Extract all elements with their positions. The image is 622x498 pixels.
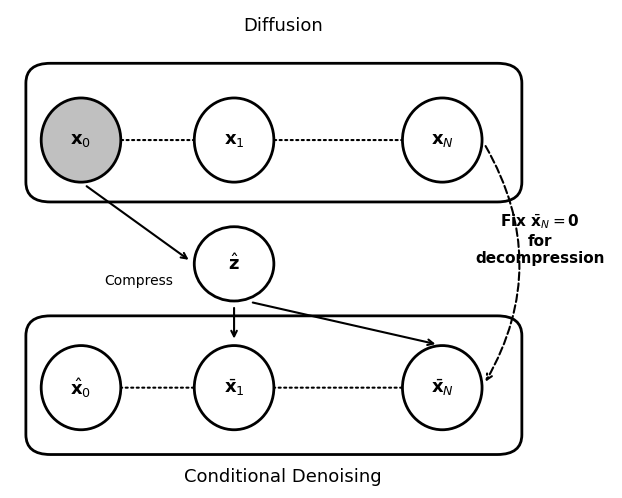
Text: $\hat{\mathbf{x}}_0$: $\hat{\mathbf{x}}_0$	[70, 376, 91, 399]
Text: $\bar{\mathbf{x}}_1$: $\bar{\mathbf{x}}_1$	[224, 377, 244, 398]
Text: $\mathbf{x}_0$: $\mathbf{x}_0$	[70, 131, 91, 149]
Text: $\bar{\mathbf{x}}_N$: $\bar{\mathbf{x}}_N$	[431, 377, 453, 398]
FancyBboxPatch shape	[26, 63, 522, 202]
Text: $\hat{\mathbf{z}}$: $\hat{\mathbf{z}}$	[228, 253, 240, 274]
Text: $\mathbf{x}_N$: $\mathbf{x}_N$	[431, 131, 453, 149]
Ellipse shape	[194, 98, 274, 182]
FancyBboxPatch shape	[26, 316, 522, 455]
Text: Conditional Denoising: Conditional Denoising	[184, 468, 382, 486]
Ellipse shape	[402, 346, 482, 430]
Ellipse shape	[194, 227, 274, 301]
Text: $\mathbf{x}_1$: $\mathbf{x}_1$	[224, 131, 244, 149]
Ellipse shape	[194, 346, 274, 430]
Ellipse shape	[41, 98, 121, 182]
Ellipse shape	[41, 346, 121, 430]
Text: Compress: Compress	[104, 274, 174, 288]
Ellipse shape	[402, 98, 482, 182]
Text: Fix $\bar{\mathbf{x}}_N = \mathbf{0}$
for
decompression: Fix $\bar{\mathbf{x}}_N = \mathbf{0}$ fo…	[475, 212, 605, 266]
Text: Diffusion: Diffusion	[243, 17, 323, 35]
